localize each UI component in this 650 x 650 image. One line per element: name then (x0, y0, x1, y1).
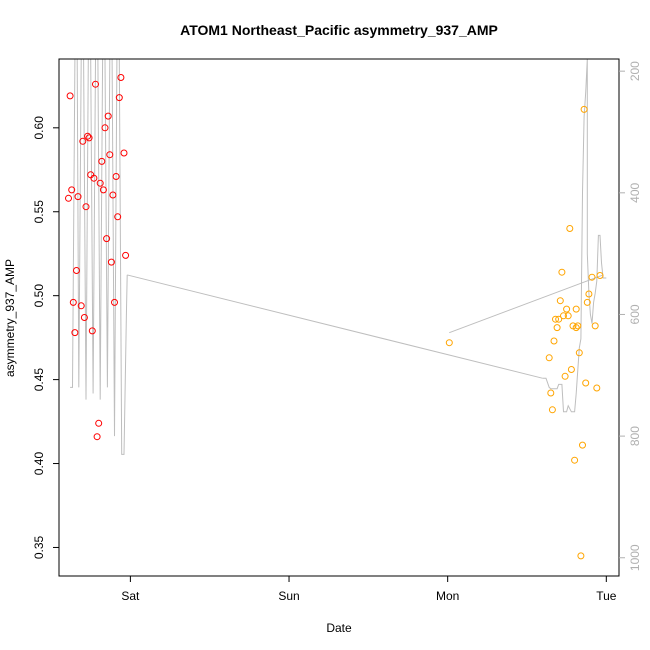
data-point-s1-3 (69, 298, 77, 306)
y-tick-label: 0.55 (32, 200, 46, 224)
data-point-s2-15 (567, 366, 575, 373)
data-point-s1-30 (114, 213, 122, 221)
data-point-s1-9 (80, 314, 88, 321)
data-point-s1-20 (98, 157, 106, 165)
data-point-s2-9 (558, 268, 566, 276)
y2-tick-label: 800 (628, 426, 642, 446)
data-point-s1-19 (96, 179, 104, 187)
data-point-s1-22 (101, 124, 109, 132)
data-point-s2-18 (572, 324, 580, 332)
data-point-s2-0 (445, 339, 453, 347)
y-tick-label: 0.35 (32, 535, 46, 559)
data-point-s2-12 (563, 305, 571, 313)
data-point-s1-15 (90, 174, 98, 182)
data-point-s2-13 (564, 312, 572, 320)
data-point-s1-18 (95, 419, 103, 427)
data-point-s2-14 (566, 225, 574, 232)
line-segment-0 (127, 274, 543, 379)
data-point-s1-32 (117, 74, 125, 81)
data-point-s2-30 (593, 384, 601, 392)
line-series-right (542, 59, 607, 413)
data-point-s1-0 (65, 194, 72, 202)
data-point-s2-6 (553, 324, 561, 332)
data-point-s2-29 (591, 322, 599, 330)
y-tick-label: 0.60 (32, 116, 46, 140)
data-point-s1-26 (107, 258, 115, 266)
data-point-s2-7 (555, 315, 563, 323)
data-point-s2-24 (580, 105, 588, 113)
data-point-s2-5 (552, 315, 559, 323)
data-point-s1-6 (74, 193, 82, 201)
data-point-s2-27 (585, 290, 593, 298)
x-axis: Sat Sun Mon Tue (121, 576, 617, 603)
data-point-s1-23 (103, 235, 111, 243)
data-point-s1-12 (85, 134, 93, 142)
data-point-s1-28 (111, 298, 118, 306)
x-tick-label: Mon (436, 589, 459, 603)
data-point-s1-1 (66, 92, 74, 100)
line-segment-1 (449, 274, 604, 334)
data-point-s1-21 (99, 186, 107, 194)
data-point-s1-11 (84, 132, 92, 140)
data-point-s1-10 (82, 203, 90, 211)
y2-tick-label: 200 (628, 61, 642, 81)
data-point-s2-4 (550, 337, 558, 345)
data-point-s1-24 (104, 112, 112, 120)
y2-axis: 200 400 600 800 1000 (619, 61, 642, 571)
data-point-s2-31 (596, 272, 604, 279)
data-point-s1-33 (120, 149, 128, 157)
data-point-s2-25 (582, 379, 590, 387)
data-point-s1-27 (109, 191, 117, 199)
data-point-s1-16 (92, 80, 99, 88)
chart-title: ATOM1 Northeast_Pacific asymmetry_937_AM… (180, 22, 498, 38)
data-point-s2-2 (547, 389, 555, 397)
y-axis: 0.35 0.40 0.45 0.50 0.55 0.60 (32, 116, 59, 559)
y-tick-label: 0.50 (32, 284, 46, 308)
y-tick-label: 0.45 (32, 368, 46, 392)
plot-area (65, 59, 607, 560)
data-point-s2-8 (556, 297, 564, 305)
x-tick-label: Tue (596, 589, 617, 603)
x-axis-label: Date (326, 621, 352, 635)
data-point-s2-23 (579, 441, 586, 449)
y2-tick-label: 400 (628, 182, 642, 202)
data-point-s2-21 (575, 349, 583, 357)
data-point-s1-31 (115, 94, 123, 102)
data-point-s2-28 (588, 273, 596, 281)
data-point-s2-3 (548, 406, 556, 414)
data-point-s1-14 (88, 327, 96, 335)
data-point-s2-26 (583, 298, 591, 306)
x-tick-label: Sun (278, 589, 299, 603)
data-point-s1-17 (93, 433, 101, 441)
y2-tick-label: 600 (628, 304, 642, 324)
data-point-s2-11 (561, 372, 569, 380)
y-tick-label: 0.40 (32, 452, 46, 476)
data-point-s2-19 (572, 305, 580, 313)
x-tick-label: Sat (121, 589, 140, 603)
data-point-s2-17 (571, 456, 579, 464)
data-point-s1-7 (77, 302, 85, 310)
data-point-s1-2 (68, 186, 76, 194)
line-series-left (70, 59, 128, 455)
data-point-s2-22 (577, 552, 585, 560)
data-point-s1-5 (73, 267, 80, 274)
data-point-s1-29 (112, 173, 120, 180)
data-point-s2-10 (560, 312, 567, 320)
y2-tick-label: 1000 (628, 544, 642, 571)
data-point-s2-20 (574, 322, 582, 330)
data-point-s1-34 (122, 251, 130, 259)
data-point-s2-1 (545, 354, 553, 362)
y-axis-label: asymmetry_937_AMP (3, 259, 17, 377)
data-point-s1-25 (106, 151, 114, 159)
data-point-s1-4 (71, 329, 79, 337)
plot-frame (58, 58, 620, 577)
data-point-s1-8 (79, 137, 87, 145)
